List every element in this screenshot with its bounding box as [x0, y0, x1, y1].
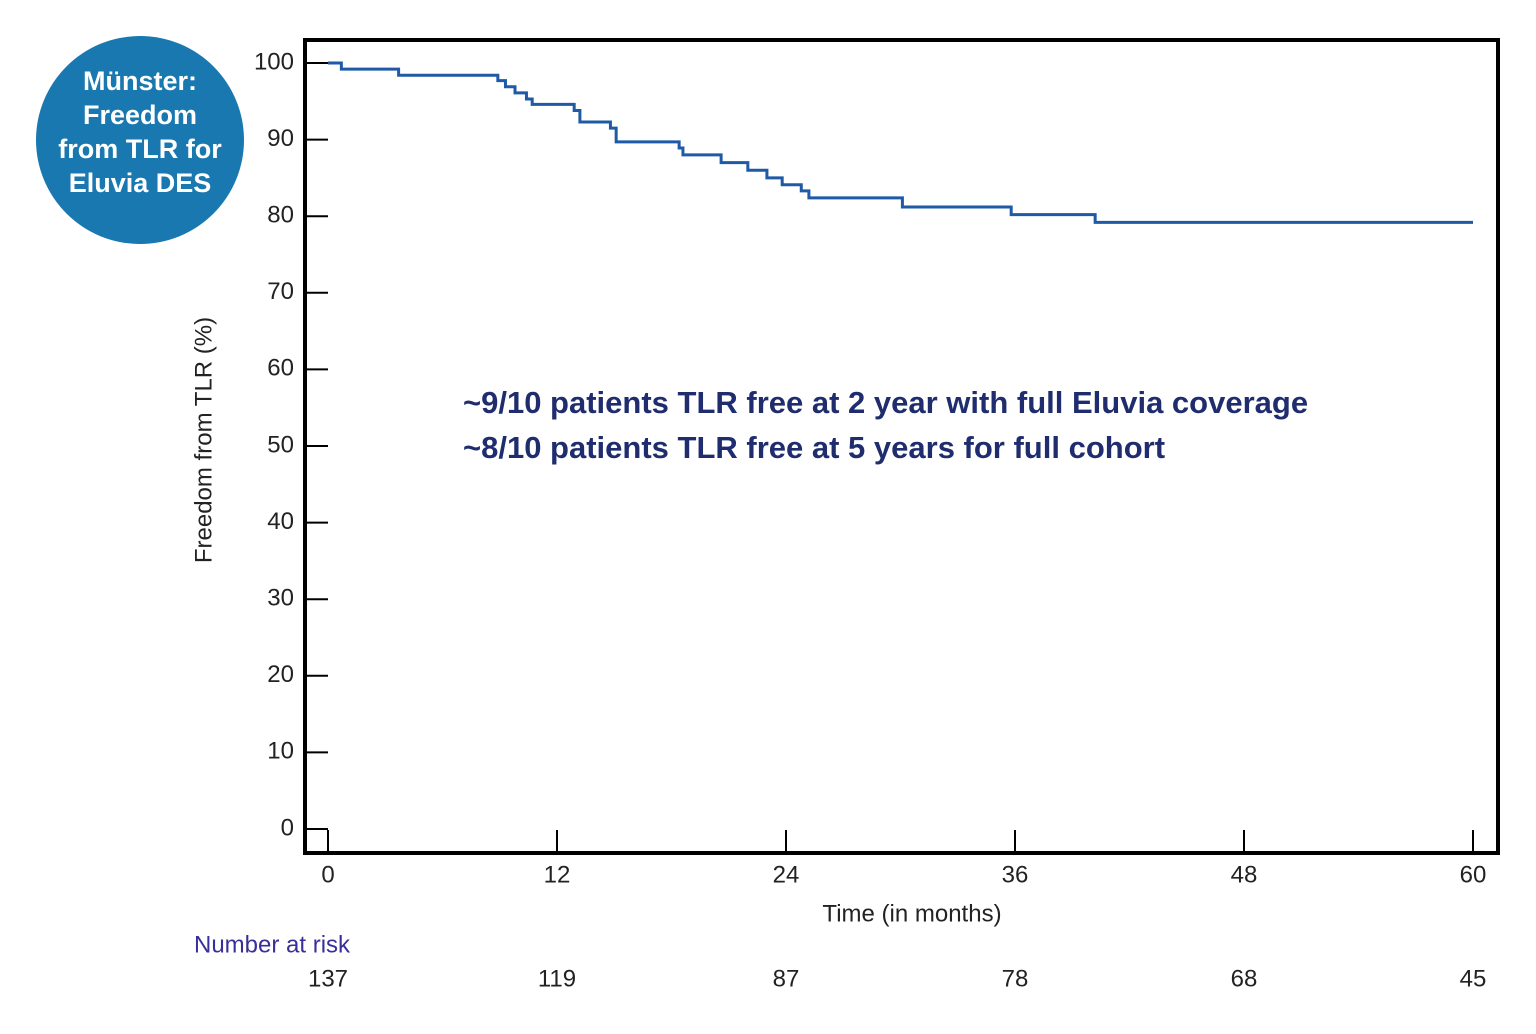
- badge-line: Freedom: [83, 100, 197, 130]
- km-curve: [328, 61, 1473, 224]
- risk-label: Number at risk: [194, 931, 351, 958]
- plot-frame: [303, 38, 1500, 855]
- x-tick-label: 60: [1460, 861, 1487, 888]
- risk-value: 78: [1002, 965, 1029, 992]
- x-tick-label: 36: [1002, 861, 1029, 888]
- y-tick-label: 30: [267, 585, 294, 612]
- y-tick-label: 40: [267, 508, 294, 535]
- x-tick-label: 24: [773, 861, 800, 888]
- risk-value: 87: [773, 965, 800, 992]
- y-axis-label: Freedom from TLR (%): [190, 317, 217, 563]
- badge-line: Eluvia DES: [69, 168, 212, 198]
- y-tick-label: 20: [267, 661, 294, 688]
- risk-value: 119: [538, 965, 576, 992]
- x-tick-label: 48: [1231, 861, 1258, 888]
- x-axis-label: Time (in months): [822, 900, 1001, 927]
- y-tick-label: 60: [267, 355, 294, 382]
- y-tick-label: 90: [267, 125, 294, 152]
- badge-line: from TLR for: [58, 134, 222, 164]
- risk-value: 68: [1231, 965, 1258, 992]
- x-tick-label: 12: [544, 861, 571, 888]
- risk-value: 137: [308, 965, 348, 992]
- y-tick-label: 70: [267, 278, 294, 305]
- y-tick-label: 50: [267, 431, 294, 458]
- y-tick-label: 10: [267, 738, 294, 765]
- y-tick-label: 0: [281, 814, 294, 841]
- badge-line: Münster:: [83, 66, 197, 96]
- annotation: ~9/10 patients TLR free at 2 year with f…: [463, 385, 1308, 420]
- y-tick-label: 100: [254, 48, 294, 75]
- badge-circle: [36, 36, 244, 244]
- annotation: ~8/10 patients TLR free at 5 years for f…: [463, 430, 1165, 465]
- y-tick-label: 80: [267, 202, 294, 229]
- x-tick-label: 0: [321, 861, 334, 888]
- risk-value: 45: [1460, 965, 1487, 992]
